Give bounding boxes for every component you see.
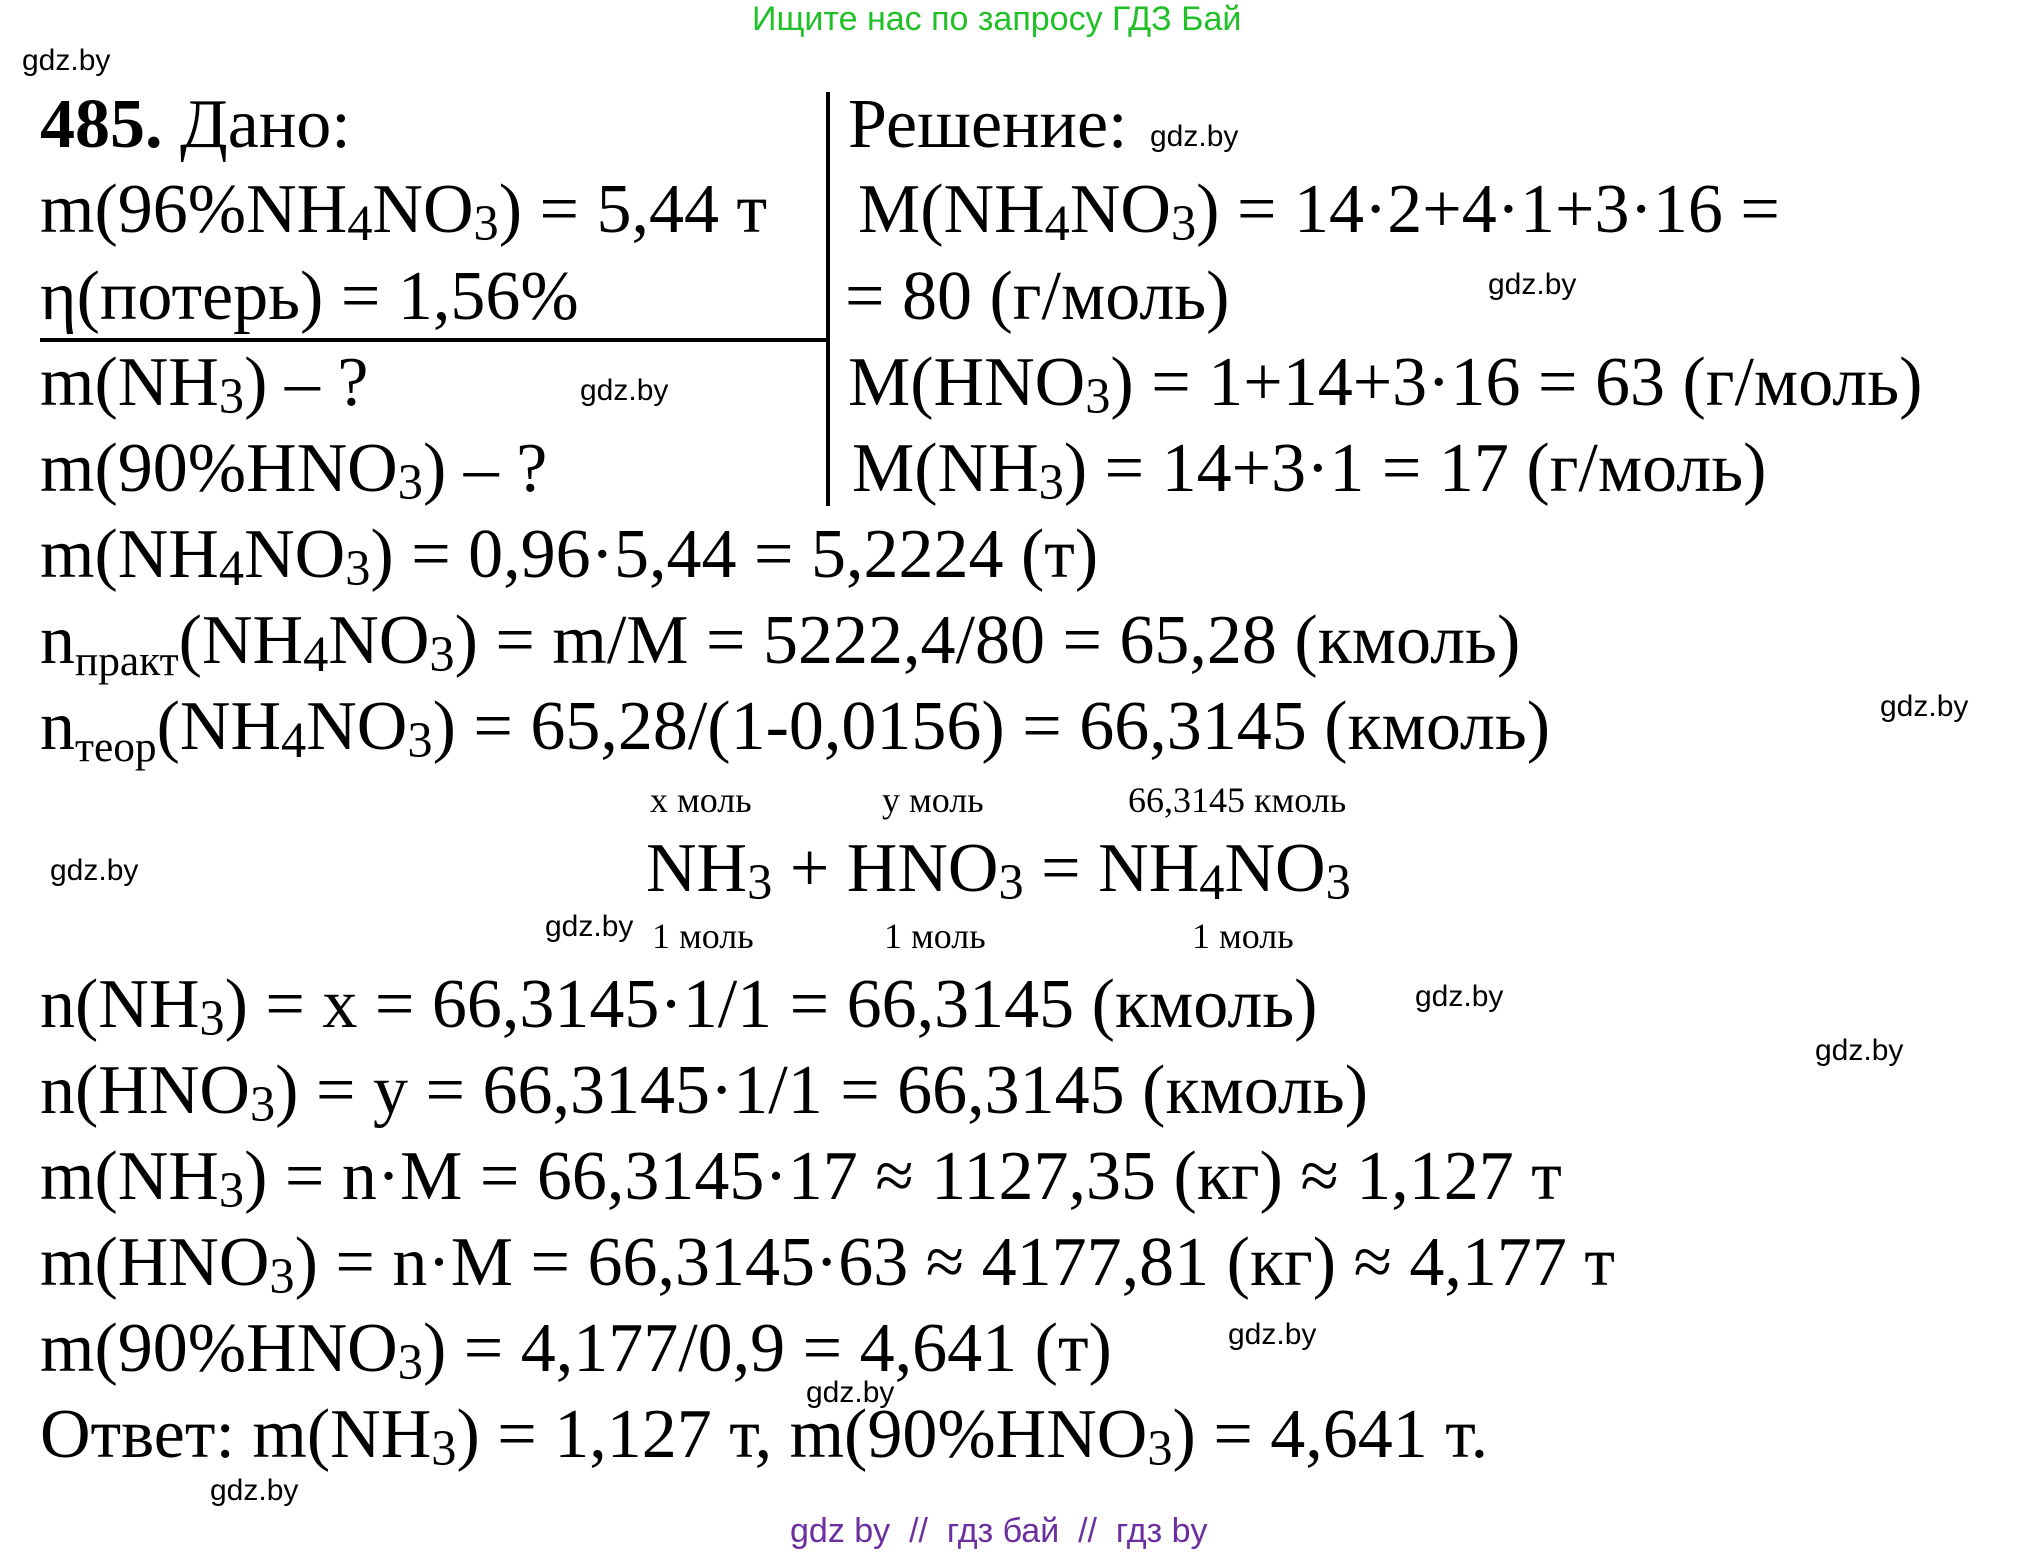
equation-above-nh3: x моль [650, 780, 752, 820]
find-hno3: m(90%HNO3) – ? [40, 430, 548, 511]
watermark: gdz.by [806, 1376, 895, 1409]
site-footer: gdz by // гдз бай // гдз by [790, 1512, 1208, 1550]
site-banner: Ищите нас по запросу ГДЗ Бай [752, 0, 1242, 38]
molar-mass-nh3: M(NH3) = 14+3·1 = 17 (г/моль) [852, 430, 1767, 511]
given-loss: η(потерь) = 1,56% [40, 258, 579, 335]
watermark: gdz.by [545, 910, 634, 943]
watermark: gdz.by [1815, 1034, 1904, 1067]
answer-line: Ответ: m(NH3) = 1,127 т, m(90%HNO3) = 4,… [40, 1396, 1489, 1477]
watermark: gdz.by [50, 854, 139, 887]
result-n-nh3: n(NH3) = x = 66,3145·1/1 = 66,3145 (кмол… [40, 966, 1318, 1047]
given-divider [40, 338, 826, 342]
calc-n-practical: nпракт(NH4NO3) = m/M = 5222,4/80 = 65,28… [40, 602, 1521, 686]
watermark: gdz.by [22, 44, 111, 77]
watermark: gdz.by [210, 1474, 299, 1507]
result-n-hno3: n(HNO3) = y = 66,3145·1/1 = 66,3145 (кмо… [40, 1052, 1369, 1133]
watermark: gdz.by [1415, 980, 1504, 1013]
reaction-equation: NH3 + HNO3 = NH4NO3 [646, 830, 1351, 911]
given-title: Дано: [180, 86, 351, 163]
molar-mass-hno3: M(HNO3) = 1+14+3·16 = 63 (г/моль) [848, 344, 1923, 425]
molar-mass-nh4no3-result: = 80 (г/моль) [845, 258, 1230, 335]
equation-below-nh3: 1 моль [652, 916, 754, 956]
calc-mass-nh4no3: m(NH4NO3) = 0,96·5,44 = 5,2224 (т) [40, 516, 1099, 597]
watermark: gdz.by [580, 374, 669, 407]
equation-below-hno3: 1 моль [884, 916, 986, 956]
equation-above-hno3: y моль [882, 780, 984, 820]
problem-number: 485. [40, 86, 163, 163]
given-mass: m(96%NH4NO3) = 5,44 т [40, 171, 768, 252]
solution-title: Решение: [848, 86, 1128, 163]
equation-above-nh4no3: 66,3145 кмоль [1128, 780, 1347, 820]
watermark: gdz.by [1228, 1318, 1317, 1351]
watermark: gdz.by [1488, 268, 1577, 301]
equation-below-nh4no3: 1 моль [1192, 916, 1294, 956]
result-m-nh3: m(NH3) = n·M = 66,3145·17 ≈ 1127,35 (кг)… [40, 1138, 1562, 1219]
result-m-hno3: m(HNO3) = n·M = 66,3145·63 ≈ 4177,81 (кг… [40, 1224, 1616, 1305]
molar-mass-nh4no3: M(NH4NO3) = 14·2+4·1+3·16 = [858, 171, 1780, 252]
watermark: gdz.by [1150, 120, 1239, 153]
find-nh3: m(NH3) – ? [40, 344, 369, 425]
result-m-90-hno3: m(90%HNO3) = 4,177/0,9 = 4,641 (т) [40, 1310, 1112, 1391]
calc-n-theoretical: nтеор(NH4NO3) = 65,28/(1-0,0156) = 66,31… [40, 688, 1551, 772]
problem-header: 485. Дано: [40, 90, 351, 160]
watermark: gdz.by [1880, 690, 1969, 723]
given-solution-divider [826, 92, 830, 506]
